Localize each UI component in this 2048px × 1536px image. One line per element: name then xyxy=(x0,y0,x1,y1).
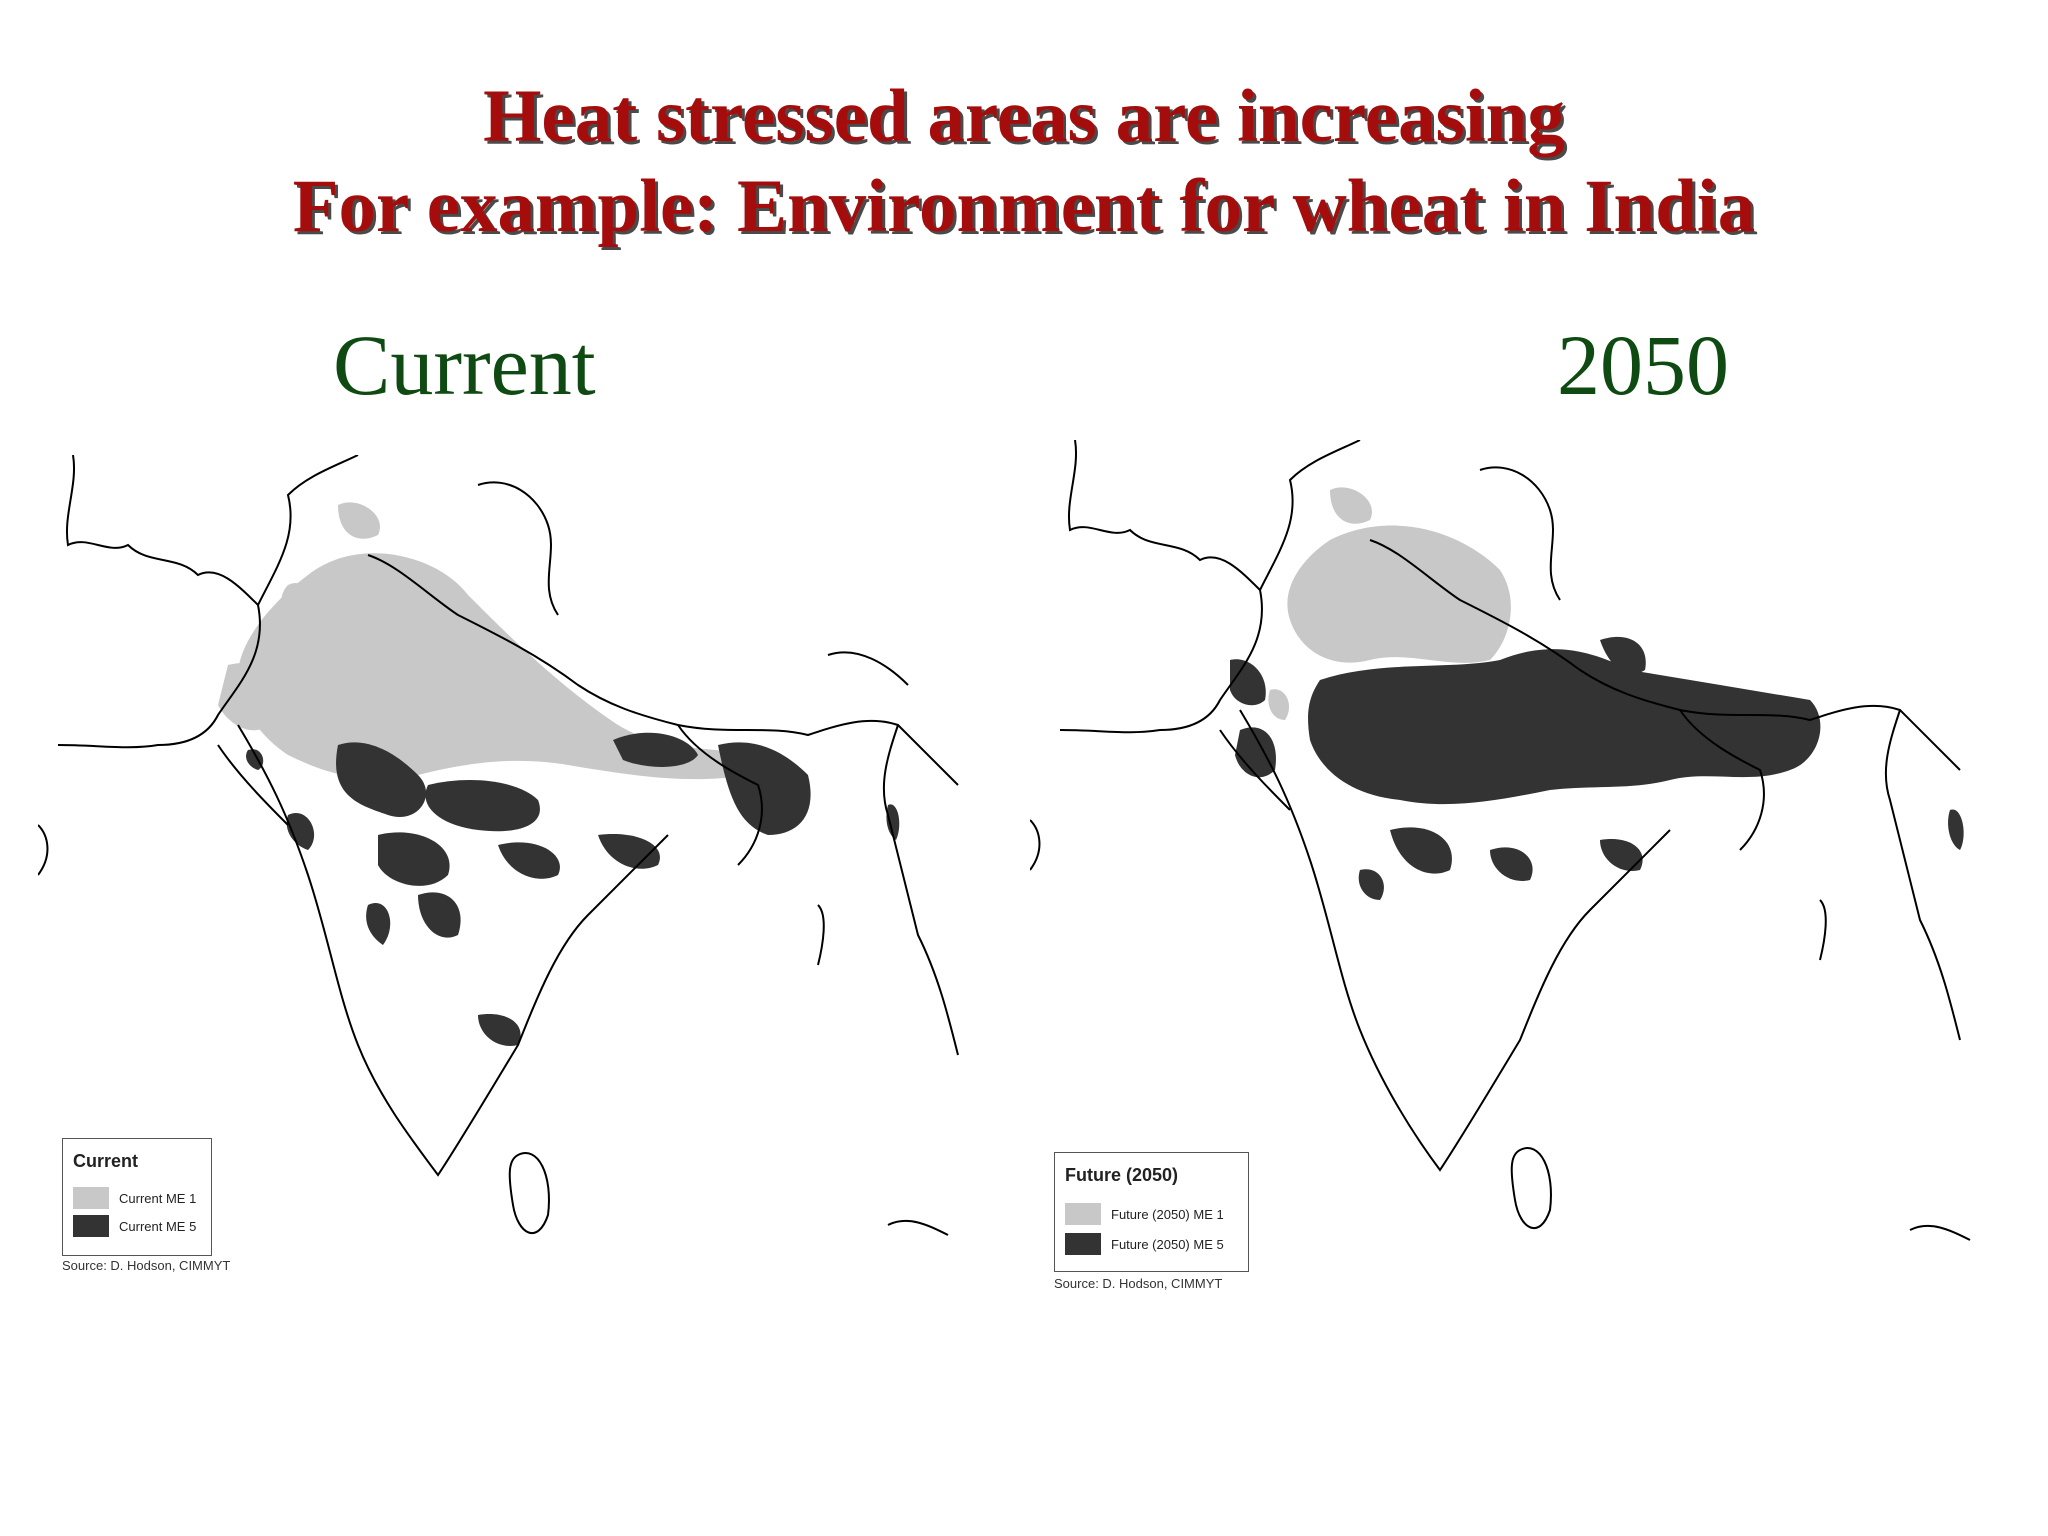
legend-swatch-me1 xyxy=(1065,1203,1101,1225)
me5-region xyxy=(246,732,900,1046)
country-borders xyxy=(38,455,959,1236)
panel-label-current: Current xyxy=(333,317,596,413)
me5-region xyxy=(1230,636,1964,900)
legend-current: Current Current ME 1 Current ME 5 xyxy=(62,1138,212,1256)
legend-label-me5: Future (2050) ME 5 xyxy=(1111,1236,1224,1252)
source-note-future: Source: D. Hodson, CIMMYT xyxy=(1054,1276,1223,1291)
slide-title-line1: Heat stressed areas are increasing xyxy=(483,75,1565,158)
country-borders xyxy=(1030,440,1971,1241)
legend-swatch-me1 xyxy=(73,1187,109,1209)
me1-region xyxy=(218,502,748,780)
legend-label-me1: Future (2050) ME 1 xyxy=(1111,1206,1224,1222)
legend-label-me1: Current ME 1 xyxy=(119,1190,197,1206)
legend-item-me5: Future (2050) ME 5 xyxy=(1065,1233,1224,1255)
source-note-current: Source: D. Hodson, CIMMYT xyxy=(62,1258,231,1273)
map-current xyxy=(38,455,959,1236)
legend-swatch-me5 xyxy=(1065,1233,1101,1255)
legend-item-me1: Current ME 1 xyxy=(73,1187,196,1209)
legend-title: Current xyxy=(73,1151,139,1171)
panel-label-2050: 2050 xyxy=(1557,317,1729,413)
legend-item-me1: Future (2050) ME 1 xyxy=(1065,1203,1224,1225)
legend-swatch-me5 xyxy=(73,1215,109,1237)
legend-future: Future (2050) Future (2050) ME 1 Future … xyxy=(1054,1152,1249,1272)
legend-title: Future (2050) xyxy=(1065,1165,1179,1185)
legend-label-me5: Current ME 5 xyxy=(119,1218,197,1234)
map-2050 xyxy=(1030,440,1971,1241)
slide-title-line2: For example: Environment for wheat in In… xyxy=(292,165,1756,248)
legend-item-me5: Current ME 5 xyxy=(73,1215,196,1237)
